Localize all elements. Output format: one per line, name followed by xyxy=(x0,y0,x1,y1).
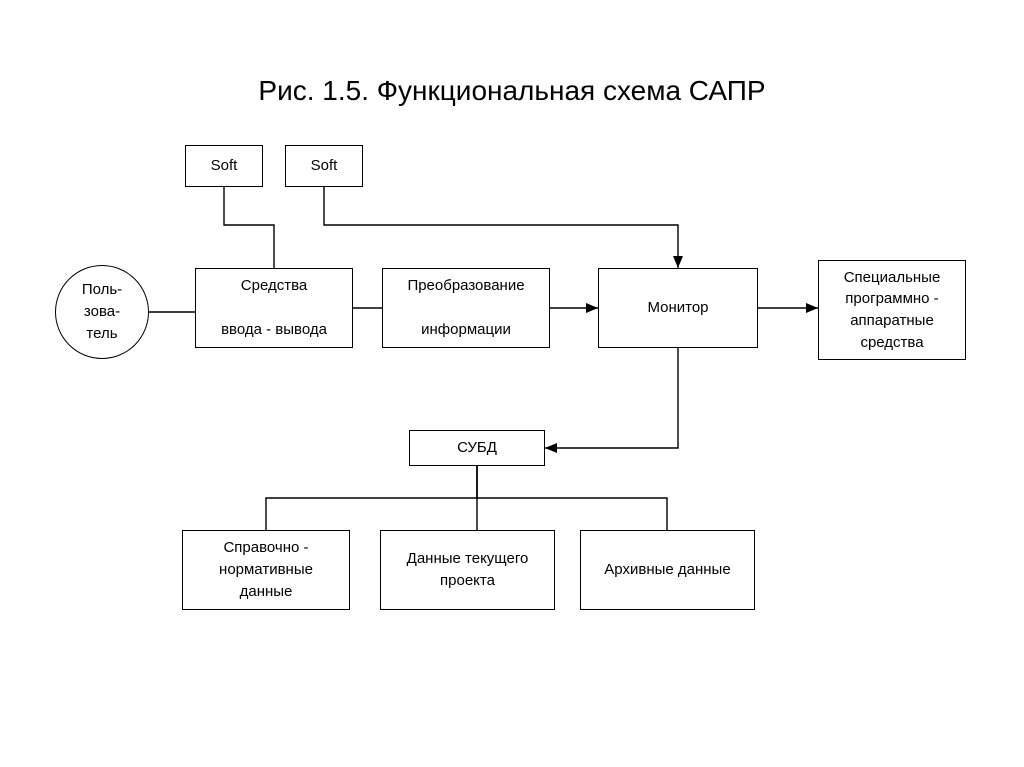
node-subd: СУБД xyxy=(409,430,545,466)
edges-layer xyxy=(0,0,1024,767)
node-label: Средстваввода - вывода xyxy=(221,275,327,340)
node-label: СУБД xyxy=(457,437,497,459)
node-spec: Специальныепрограммно -аппаратныесредств… xyxy=(818,260,966,360)
node-user: Поль-зова-тель xyxy=(55,265,149,359)
node-label: Справочно -нормативныеданные xyxy=(219,537,313,602)
node-label: Soft xyxy=(311,155,338,177)
node-io: Средстваввода - вывода xyxy=(195,268,353,348)
node-conv: Преобразованиеинформации xyxy=(382,268,550,348)
node-soft1: Soft xyxy=(185,145,263,187)
node-ref: Справочно -нормативныеданные xyxy=(182,530,350,610)
node-label: Данные текущегопроекта xyxy=(407,548,529,592)
node-curr: Данные текущегопроекта xyxy=(380,530,555,610)
node-label: Архивные данные xyxy=(604,559,730,581)
diagram-title: Рис. 1.5. Функциональная схема САПР xyxy=(0,75,1024,107)
node-label: Поль-зова-тель xyxy=(82,279,122,344)
node-label: Преобразованиеинформации xyxy=(407,275,524,340)
node-arch: Архивные данные xyxy=(580,530,755,610)
node-monitor: Монитор xyxy=(598,268,758,348)
node-soft2: Soft xyxy=(285,145,363,187)
node-label: Soft xyxy=(211,155,238,177)
node-label: Монитор xyxy=(647,297,708,319)
node-label: Специальныепрограммно -аппаратныесредств… xyxy=(844,267,941,354)
